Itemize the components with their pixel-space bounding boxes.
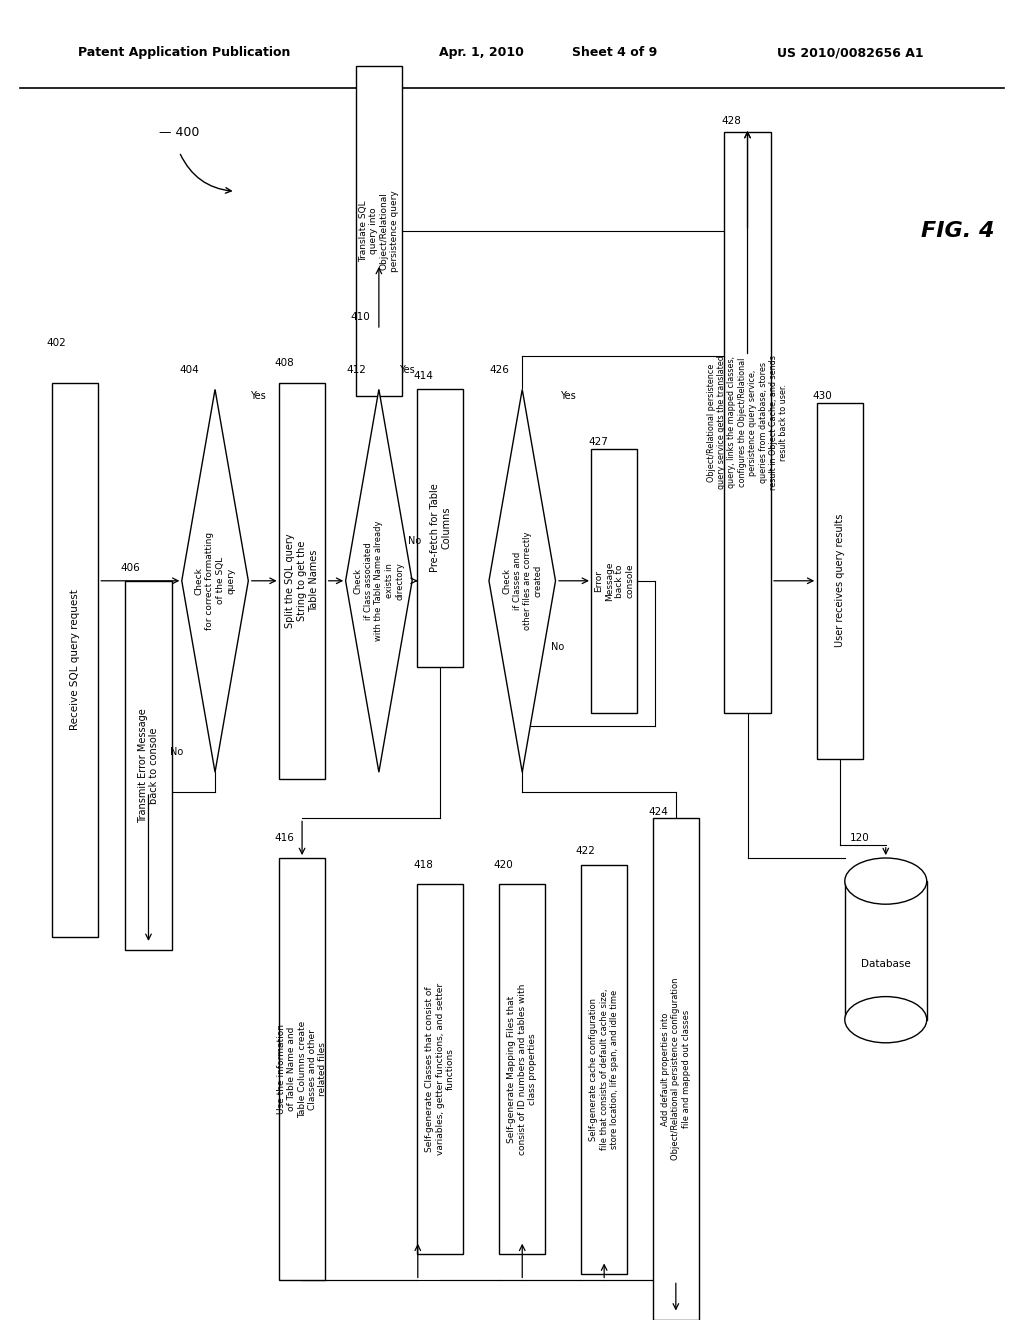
- Polygon shape: [489, 389, 555, 772]
- Text: No: No: [552, 642, 564, 652]
- Text: Use the information
of Table Name and
Table Columns create
Classes and other
rel: Use the information of Table Name and Ta…: [276, 1020, 328, 1118]
- Bar: [279, 383, 325, 779]
- Bar: [817, 403, 862, 759]
- Text: Patent Application Publication: Patent Application Publication: [78, 46, 291, 59]
- Text: Yes: Yes: [398, 364, 415, 375]
- Text: 120: 120: [850, 833, 870, 843]
- Text: US 2010/0082656 A1: US 2010/0082656 A1: [776, 46, 924, 59]
- Bar: [125, 581, 171, 950]
- Polygon shape: [346, 389, 412, 772]
- Text: 427: 427: [588, 437, 608, 447]
- Text: 428: 428: [721, 116, 741, 127]
- Text: 402: 402: [46, 338, 67, 348]
- Bar: [653, 818, 699, 1320]
- Bar: [279, 858, 325, 1280]
- Bar: [356, 66, 401, 396]
- Ellipse shape: [845, 997, 927, 1043]
- Text: 404: 404: [179, 364, 200, 375]
- Text: Check
if Class associated
with the Table Name already
exists in
directory: Check if Class associated with the Table…: [353, 520, 404, 642]
- Bar: [51, 383, 98, 937]
- Text: Object/Relational persistence
query service gets the translated
query, links the: Object/Relational persistence query serv…: [707, 355, 788, 490]
- Text: Yes: Yes: [560, 391, 577, 401]
- Text: Database: Database: [861, 958, 910, 969]
- Text: 430: 430: [812, 391, 833, 401]
- Text: — 400: — 400: [159, 125, 199, 139]
- Text: Check
if Classes and
other files are correctly
created: Check if Classes and other files are cor…: [502, 532, 543, 630]
- Ellipse shape: [845, 858, 927, 904]
- Text: FIG. 4: FIG. 4: [921, 220, 994, 242]
- Text: Transmit Error Message
back to console: Transmit Error Message back to console: [137, 709, 160, 822]
- Text: 406: 406: [120, 562, 140, 573]
- Text: Self-generate Mapping Files that
consist of ID numbers and tables with
class pro: Self-generate Mapping Files that consist…: [507, 983, 538, 1155]
- Polygon shape: [182, 389, 248, 772]
- Text: Pre-fetch for Table
Columns: Pre-fetch for Table Columns: [429, 483, 452, 573]
- Text: Self-generate cache configuration
file that consists of default cache size,
stor: Self-generate cache configuration file t…: [589, 989, 620, 1150]
- Text: Add default properties into
Object/Relational persistence configuration
file and: Add default properties into Object/Relat…: [660, 978, 691, 1160]
- Text: 418: 418: [413, 859, 433, 870]
- Text: Split the SQL query
String to get the
Table Names: Split the SQL query String to get the Ta…: [286, 533, 318, 628]
- Text: 426: 426: [489, 364, 510, 375]
- Text: 412: 412: [346, 364, 367, 375]
- Text: No: No: [409, 536, 421, 546]
- Bar: [418, 884, 463, 1254]
- Text: 422: 422: [575, 846, 596, 857]
- Text: Translate SQL
query into
Object/Relational
persistence query: Translate SQL query into Object/Relation…: [358, 190, 399, 272]
- Bar: [418, 389, 463, 667]
- Text: No: No: [170, 747, 182, 758]
- Text: 424: 424: [648, 807, 669, 817]
- Text: 414: 414: [413, 371, 433, 381]
- Bar: [592, 449, 637, 713]
- Text: Error
Message
back to
console: Error Message back to console: [594, 561, 635, 601]
- Bar: [845, 882, 927, 1019]
- Bar: [725, 132, 771, 713]
- Text: User receives query results: User receives query results: [835, 513, 845, 648]
- Text: 420: 420: [494, 859, 514, 870]
- Bar: [500, 884, 545, 1254]
- Bar: [582, 865, 627, 1274]
- Text: Self-generate Classes that consist of
variables, getter functions, and setter
fu: Self-generate Classes that consist of va…: [425, 983, 456, 1155]
- Text: 410: 410: [350, 312, 371, 322]
- Text: Receive SQL query request: Receive SQL query request: [70, 590, 80, 730]
- Text: 408: 408: [274, 358, 295, 368]
- Text: Yes: Yes: [250, 391, 266, 401]
- Text: 416: 416: [274, 833, 295, 843]
- Text: Check
for correct formatting
of the SQL
query: Check for correct formatting of the SQL …: [195, 532, 236, 630]
- Text: Sheet 4 of 9: Sheet 4 of 9: [571, 46, 657, 59]
- Text: Apr. 1, 2010: Apr. 1, 2010: [439, 46, 523, 59]
